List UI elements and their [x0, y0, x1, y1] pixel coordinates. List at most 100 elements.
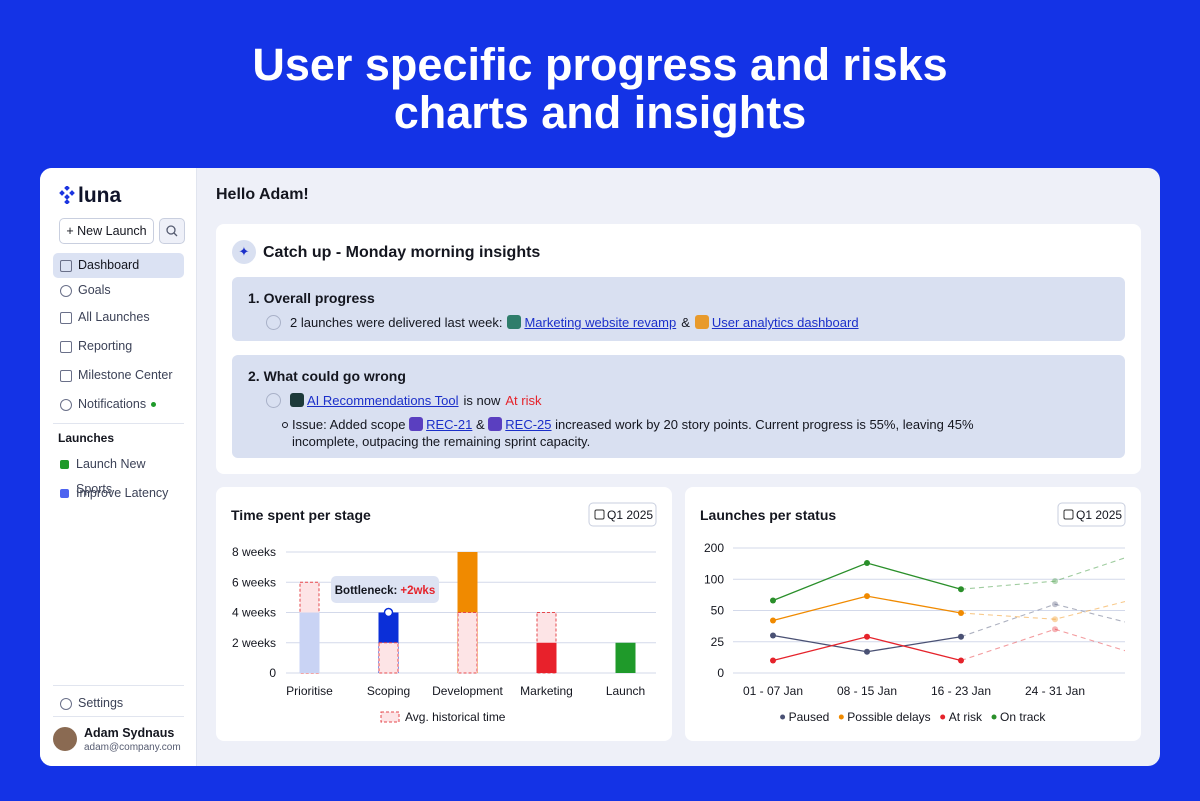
x-tick-label: Prioritise	[286, 684, 333, 698]
x-tick-label: 01 - 07 Jan	[743, 684, 803, 698]
historical-bar	[457, 612, 478, 674]
legend: Paused Possible delays At risk On track	[780, 710, 1046, 724]
x-tick-label: 08 - 15 Jan	[837, 684, 897, 698]
launch-item[interactable]: Launch New Sports	[53, 452, 184, 496]
legend-label: Possible delays	[847, 710, 930, 724]
bar	[615, 642, 636, 673]
tooltip-text: Bottleneck: +2wks	[335, 585, 435, 597]
nav-item[interactable]: Goals	[53, 278, 184, 303]
x-tick-label: Launch	[606, 684, 645, 698]
chart-title: Time spent per stage	[231, 507, 371, 523]
y-tick-label: 6 weeks	[232, 575, 276, 589]
period-badge	[1057, 502, 1126, 527]
y-tick-label: 200	[704, 541, 724, 555]
data-point	[864, 648, 870, 655]
chart-card	[216, 487, 672, 741]
ticket-link[interactable]: REC-21	[426, 417, 473, 432]
joiner: &	[475, 417, 485, 432]
forecast-point	[1052, 601, 1058, 608]
y-tick-label: 8 weeks	[232, 545, 276, 559]
legend-dot	[838, 714, 844, 720]
period-label: Q1 2025	[1076, 508, 1122, 522]
launch-link[interactable]: Marketing website revamp	[524, 315, 677, 330]
bar	[299, 612, 320, 673]
data-point	[958, 633, 964, 640]
app-icon	[694, 315, 709, 329]
chart-title: Launches per status	[700, 507, 836, 523]
sparkle-icon: ✦	[232, 240, 256, 264]
tooltip	[331, 576, 439, 603]
separator	[53, 685, 184, 686]
data-point	[958, 657, 964, 664]
forecast-point	[1146, 547, 1152, 553]
settings-item[interactable]: Settings	[53, 691, 184, 716]
forecast-point	[1052, 616, 1058, 623]
issue-prefix: Issue: Added scope	[292, 417, 406, 432]
tooltip-label: Bottleneck:	[335, 585, 398, 597]
search-button[interactable]	[159, 218, 185, 244]
y-tick-label: 0	[269, 666, 276, 680]
launch-link[interactable]: User analytics dashboard	[711, 315, 859, 330]
risks-box: 2. What could go wrong AI Recommendation…	[232, 355, 1125, 458]
nav-label: Reporting	[78, 339, 133, 353]
insight-row: AI Recommendations Tool is now At risk	[266, 393, 542, 408]
legend-label: At risk	[949, 710, 983, 724]
legend-swatch	[380, 711, 400, 723]
risk-status: At risk	[505, 393, 542, 408]
forecast-point	[1146, 655, 1152, 661]
joiner: &	[681, 315, 690, 330]
calendar-icon	[594, 509, 605, 520]
x-tick-label: 16 - 23 Jan	[931, 684, 991, 698]
avatar	[53, 727, 77, 751]
bullet	[282, 422, 288, 428]
calendar-icon	[1063, 509, 1074, 520]
nav-item[interactable]: Milestone Center	[53, 363, 184, 388]
launch-label: Improve Latency	[76, 486, 169, 500]
insights-card: ✦ Catch up - Monday morning insights 1. …	[216, 224, 1141, 474]
data-point	[864, 633, 870, 640]
notification-dot	[151, 402, 156, 407]
nav-label: Milestone Center	[78, 368, 173, 382]
launch-label: Launch New Sports	[76, 457, 146, 496]
bar	[536, 642, 557, 673]
x-tick-label: Marketing	[520, 684, 573, 698]
forecast-point	[1146, 625, 1152, 631]
section-heading: 1. Overall progress	[248, 290, 375, 306]
greeting: Hello Adam!	[216, 186, 309, 203]
data-point	[770, 597, 776, 604]
nav-item[interactable]: Notifications	[53, 392, 184, 417]
logo-icon	[59, 186, 75, 204]
x-tick-label: Scoping	[367, 684, 410, 698]
forecast-point	[1146, 593, 1152, 599]
chart-card	[685, 487, 1141, 741]
ticket-icon	[488, 417, 503, 431]
tooltip-highlight: +2wks	[400, 585, 435, 597]
brand: luna	[78, 184, 122, 207]
y-tick-label: 2 weeks	[232, 636, 276, 650]
data-point	[770, 657, 776, 664]
period-badge	[588, 502, 657, 527]
checkbox[interactable]	[266, 315, 281, 330]
ticket-link[interactable]: REC-25	[505, 417, 552, 432]
app-icon	[290, 393, 304, 407]
nav-label: Notifications	[78, 397, 147, 411]
period-label: Q1 2025	[607, 508, 653, 522]
y-tick-label: 0	[717, 666, 724, 680]
data-point	[864, 593, 870, 600]
launch-link[interactable]: AI Recommendations Tool	[307, 393, 459, 408]
nav-item[interactable]: Reporting	[53, 334, 184, 359]
launch-item[interactable]: Improve Latency	[53, 481, 184, 506]
nav-item[interactable]: Dashboard	[53, 253, 184, 278]
insight-row: 2 launches were delivered last week: Mar…	[266, 315, 859, 330]
new-launch-button[interactable]: + New Launch	[59, 218, 154, 244]
y-tick-label: 25	[711, 635, 725, 649]
nav-item[interactable]: All Launches	[53, 305, 184, 330]
checkbox[interactable]	[266, 393, 281, 408]
legend-dot	[780, 714, 786, 720]
search-icon	[166, 225, 178, 237]
user-name: Adam Sydnaus	[84, 726, 175, 740]
forecast-line	[960, 603, 1125, 638]
x-tick-label: Development	[432, 684, 503, 698]
series-line	[772, 595, 962, 622]
